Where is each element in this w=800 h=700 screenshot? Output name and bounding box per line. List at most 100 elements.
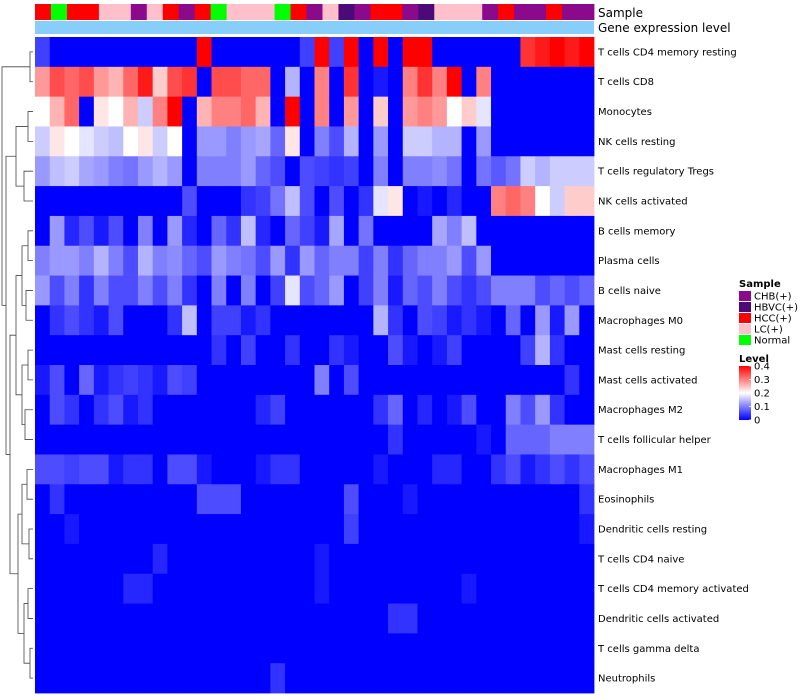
heatmap-cell (491, 573, 507, 604)
heatmap-cell (417, 573, 433, 604)
heatmap-cell (64, 186, 80, 217)
heatmap-cell (152, 633, 168, 664)
heatmap-cell (388, 394, 404, 426)
heatmap-cell (564, 156, 580, 187)
heatmap-cell (520, 37, 536, 68)
heatmap-cell (491, 514, 507, 545)
heatmap-cell (505, 514, 521, 545)
heatmap-cell (314, 394, 330, 426)
heatmap-cell (93, 156, 109, 187)
heatmap-cell (299, 245, 315, 276)
heatmap-cell (226, 66, 242, 98)
heatmap-cell (270, 156, 286, 187)
heatmap-cell (314, 573, 330, 604)
heatmap-cell (137, 186, 154, 217)
heatmap-cell (137, 126, 154, 157)
heatmap-cell (314, 275, 330, 306)
heatmap-cell (549, 37, 565, 68)
heatmap-cell (152, 424, 168, 455)
heatmap-cell (329, 156, 345, 187)
heatmap-cell (79, 573, 95, 604)
heatmap-cell (255, 394, 271, 426)
heatmap-cell (491, 424, 507, 455)
heatmap-cell (520, 186, 536, 217)
heatmap-cell (196, 365, 212, 396)
heatmap-cell (196, 424, 212, 455)
heatmap-cell (446, 245, 462, 276)
heatmap-cell (270, 335, 286, 366)
heatmap-cell (491, 394, 507, 426)
heatmap-cell (402, 96, 418, 127)
heatmap-cell (226, 394, 242, 426)
heatmap-cell (329, 37, 345, 68)
heatmap-cell (373, 394, 389, 426)
level-legend: Level 0 0.1 0.2 0.3 0.4 (739, 354, 770, 427)
heatmap-cell (182, 454, 198, 485)
heatmap-cell (329, 96, 345, 127)
heatmap-cell (432, 424, 448, 455)
heatmap-cell (388, 454, 404, 485)
heatmap-cell (388, 275, 404, 306)
heatmap-cell (64, 245, 80, 276)
heatmap-cell (402, 603, 418, 634)
heatmap-cell (211, 543, 227, 575)
heatmap-cell (108, 484, 124, 515)
heatmap-cell (299, 663, 315, 694)
heatmap-cell (491, 37, 507, 68)
heatmap-cell (167, 573, 183, 604)
heatmap-cell (446, 454, 462, 485)
heatmap-cell (491, 365, 507, 396)
sample-annotation-cell (178, 4, 196, 20)
heatmap-cell (564, 335, 580, 366)
heatmap-cell (108, 394, 124, 426)
heatmap-cell (535, 66, 551, 98)
heatmap-cell (314, 215, 330, 247)
heatmap-cell (79, 66, 95, 98)
heatmap-cell (270, 454, 286, 485)
heatmap-cell (255, 663, 271, 694)
heatmap-cell (270, 126, 286, 157)
heatmap-cell (476, 514, 492, 545)
heatmap-cell (299, 335, 315, 366)
heatmap-cell (329, 663, 345, 694)
heatmap-cell (182, 365, 198, 396)
heatmap-cell (137, 96, 154, 127)
heatmap-cell (314, 424, 330, 455)
dendrogram-branch (1, 66, 30, 306)
heatmap-cell (564, 633, 580, 664)
heatmap-cell (255, 126, 271, 157)
heatmap-cell (108, 275, 124, 306)
heatmap-cell (108, 573, 124, 604)
dendrogram-branch (5, 155, 16, 455)
heatmap-cell (64, 335, 80, 366)
heatmap-cell (285, 573, 301, 604)
heatmap-cell (299, 394, 315, 426)
row-label: T cells CD4 memory resting (597, 47, 737, 58)
heatmap-cell (505, 663, 521, 694)
heatmap-cell (285, 96, 301, 127)
heatmap-cell (505, 454, 521, 485)
heatmap-cell (240, 335, 257, 366)
heatmap-cell (446, 215, 462, 247)
heatmap-cell (535, 424, 551, 455)
heatmap-cell (491, 126, 507, 157)
heatmap-cell (535, 96, 551, 127)
heatmap-cell (432, 394, 448, 426)
heatmap-cell (358, 37, 374, 68)
heatmap-cell (549, 365, 565, 396)
heatmap-cell (285, 186, 301, 217)
heatmap-cell (579, 156, 595, 187)
heatmap-cell (49, 454, 65, 485)
heatmap-cell (461, 633, 477, 664)
heatmap-cell (79, 514, 95, 545)
sample-annotation-cell (466, 4, 483, 20)
sample-annotation-cell (130, 4, 148, 20)
sample-annotation-cell (370, 4, 387, 20)
heatmap-cell (402, 663, 418, 694)
heatmap-cell (329, 186, 345, 217)
heatmap-cell (388, 633, 404, 664)
heatmap-cell (388, 514, 404, 545)
heatmap-cell (49, 186, 65, 217)
